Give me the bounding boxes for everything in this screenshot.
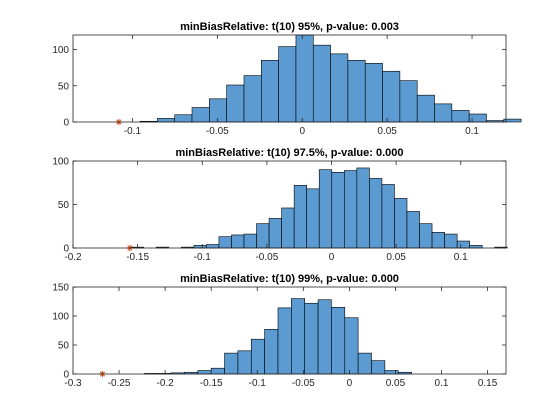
axes-box — [72, 34, 507, 123]
x-tick-label: 0 — [347, 378, 353, 389]
x-tick-label: -0.05 — [206, 126, 229, 137]
x-tick-label: -0.15 — [126, 252, 149, 263]
histogram-bar — [210, 367, 225, 375]
histogram-bar — [209, 98, 227, 123]
x-tick-label: 0 — [329, 252, 335, 263]
y-tick-label: 50 — [58, 200, 70, 211]
histogram-bar — [382, 70, 401, 123]
histogram-bar — [406, 211, 420, 249]
histogram-bar — [347, 60, 366, 123]
x-tick-label: -0.05 — [292, 378, 315, 389]
histogram-bar — [226, 84, 245, 123]
histogram-bar — [434, 103, 453, 123]
x-tick-label: 0.05 — [377, 126, 397, 137]
x-tick-label: 0.05 — [386, 252, 406, 263]
histogram-bar — [243, 233, 257, 249]
histogram-bar — [419, 223, 433, 249]
x-tick-label: -0.25 — [108, 378, 131, 389]
histogram-bar — [416, 94, 435, 123]
histogram-bar — [384, 370, 399, 375]
chart-title: minBiasRelative: t(10) 95%, p-value: 0.0… — [180, 21, 399, 33]
histogram-bar — [261, 60, 279, 123]
histogram-bar — [306, 188, 320, 249]
y-tick-label: 50 — [58, 81, 70, 92]
axes-box — [72, 286, 507, 375]
x-tick-label: -0.05 — [255, 252, 278, 263]
chart-title: minBiasRelative: t(10) 97.5%, p-value: 0… — [175, 147, 403, 159]
histogram-panel-2: minBiasRelative: t(10) 97.5%, p-value: 0… — [52, 147, 508, 263]
x-tick-label: -0.1 — [249, 378, 267, 389]
x-tick-label: -0.3 — [64, 378, 82, 389]
x-tick-label: 0.1 — [454, 252, 468, 263]
histogram-bar — [231, 234, 245, 249]
histogram-bar — [503, 118, 522, 123]
histogram-bar — [291, 298, 306, 375]
histogram-bar — [237, 350, 252, 375]
histogram-bar — [451, 110, 470, 123]
histogram-bar — [431, 232, 445, 249]
histogram-bar — [330, 53, 349, 123]
histogram-bar — [364, 62, 383, 123]
x-tick-label: 0 — [299, 126, 305, 137]
histogram-bar — [369, 178, 383, 249]
histogram-bar — [268, 218, 282, 249]
bars — [144, 298, 412, 375]
histogram-bar — [399, 80, 418, 123]
histogram-bar — [224, 352, 239, 375]
histogram-bar — [344, 170, 358, 249]
y-tick-label: 150 — [52, 283, 69, 294]
y-tick-label: 0 — [63, 244, 69, 255]
chart-title: minBiasRelative: t(10) 99%, p-value: 0.0… — [180, 273, 399, 285]
histogram-bar — [293, 185, 307, 249]
histogram-bar — [344, 317, 359, 375]
histogram-bar — [357, 352, 372, 375]
histogram-bar — [356, 167, 370, 249]
x-tick-label: -0.2 — [64, 252, 82, 263]
y-tick-label: 100 — [52, 45, 69, 56]
histogram-bar — [157, 118, 176, 123]
histogram-bar — [218, 236, 232, 249]
y-tick-label: 0 — [63, 370, 69, 381]
histogram-bar — [456, 240, 470, 249]
histogram-bar — [295, 34, 314, 123]
histogram-bar — [444, 233, 458, 249]
y-tick-label: 100 — [52, 157, 69, 168]
x-tick-label: 0.1 — [465, 126, 479, 137]
histogram-bar — [394, 198, 408, 249]
y-tick-label: 0 — [63, 118, 69, 129]
x-tick-label: 0.1 — [435, 378, 449, 389]
histogram-panel-1: minBiasRelative: t(10) 95%, p-value: 0.0… — [52, 21, 522, 137]
histogram-bar — [206, 244, 220, 249]
histogram-bar — [304, 302, 319, 375]
y-tick-label: 100 — [52, 312, 69, 323]
x-tick-label: 0.15 — [478, 378, 498, 389]
histogram-bar — [312, 44, 331, 123]
histogram-panel-3: minBiasRelative: t(10) 99%, p-value: 0.0… — [52, 273, 507, 389]
histogram-bar — [264, 329, 279, 375]
x-tick-label: -0.15 — [200, 378, 223, 389]
histogram-bar — [174, 114, 193, 123]
histogram-bar — [197, 370, 212, 375]
histogram-bar — [331, 172, 345, 249]
histogram-bar — [318, 169, 333, 249]
histogram-bar — [281, 207, 295, 249]
y-tick-label: 50 — [58, 341, 70, 352]
histogram-bar — [278, 46, 297, 123]
histogram-bar — [371, 360, 386, 375]
x-tick-label: -0.2 — [157, 378, 175, 389]
histogram-bar — [331, 306, 346, 375]
histogram-bar — [381, 184, 395, 249]
x-tick-label: -0.1 — [124, 126, 142, 137]
histogram-bar — [191, 107, 210, 123]
x-tick-label: 0.05 — [386, 378, 406, 389]
histogram-bar — [317, 299, 332, 375]
bars — [130, 167, 508, 249]
histogram-bar — [243, 75, 262, 123]
x-tick-label: -0.1 — [194, 252, 212, 263]
histogram-bar — [277, 307, 292, 375]
histogram-bar — [250, 338, 265, 375]
